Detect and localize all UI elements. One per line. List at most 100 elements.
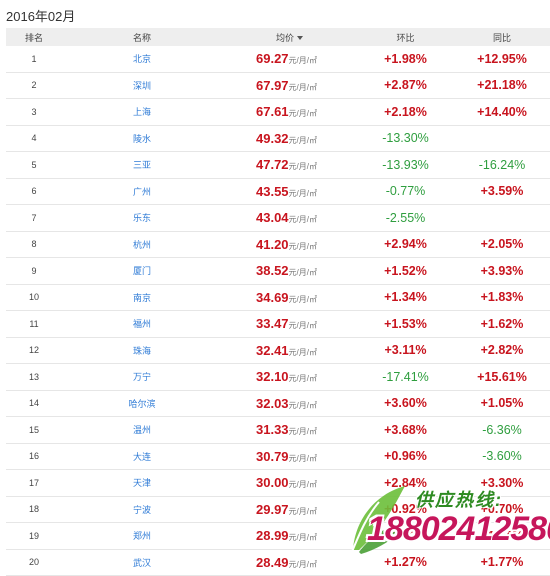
city-link[interactable]: 哈尔滨 xyxy=(128,398,156,409)
price-cell: 43.55元/月/㎡ xyxy=(222,178,357,205)
city-cell: 深圳 xyxy=(62,72,222,99)
table-row: 16 大连 30.79元/月/㎡ +0.96% -3.60% xyxy=(6,443,550,470)
city-link[interactable]: 深圳 xyxy=(132,80,151,91)
city-link[interactable]: 宁波 xyxy=(132,504,151,515)
mom-value: +1.98% xyxy=(384,51,427,66)
mom-cell: -17.41% xyxy=(357,363,454,391)
price-cell: 67.97元/月/㎡ xyxy=(222,72,357,99)
city-link[interactable]: 武汉 xyxy=(132,557,151,568)
rank-cell: 8 xyxy=(6,231,62,258)
price-unit: 元/月/㎡ xyxy=(288,533,317,543)
mom-cell: +2.87% xyxy=(357,72,454,99)
mom-value: +2.94% xyxy=(384,237,427,252)
mom-cell: +0.96% xyxy=(357,443,454,470)
mom-value: -2.55% xyxy=(385,210,426,225)
mom-cell: +3.11% xyxy=(357,337,454,364)
price-cell: 32.10元/月/㎡ xyxy=(222,363,357,391)
rank-cell: 6 xyxy=(6,178,62,205)
price-unit: 元/月/㎡ xyxy=(288,480,317,490)
table-row: 11 福州 33.47元/月/㎡ +1.53% +1.62% xyxy=(6,310,550,338)
rank-cell: 2 xyxy=(6,72,62,99)
city-cell: 大连 xyxy=(62,443,222,470)
city-link[interactable]: 福州 xyxy=(132,319,151,330)
price-cell: 43.04元/月/㎡ xyxy=(222,204,357,232)
yoy-cell: -3.60% xyxy=(454,443,550,470)
price-value: 32.03 xyxy=(256,395,289,411)
city-link[interactable]: 天津 xyxy=(132,478,151,489)
price-value: 28.49 xyxy=(256,554,289,570)
mom-cell: +2.18% xyxy=(357,98,454,126)
yoy-value: +14.40% xyxy=(477,104,527,119)
city-link[interactable]: 乐东 xyxy=(132,213,151,224)
city-link[interactable]: 三亚 xyxy=(132,160,151,171)
yoy-cell: +1.62% xyxy=(454,310,550,338)
price-cell: 32.41元/月/㎡ xyxy=(222,337,357,364)
price-unit: 元/月/㎡ xyxy=(288,374,317,384)
table-row: 4 陵水 49.32元/月/㎡ -13.30% xyxy=(6,125,550,152)
rank-cell: 5 xyxy=(6,151,62,179)
city-link[interactable]: 厦门 xyxy=(132,266,151,277)
table-row: 7 乐东 43.04元/月/㎡ -2.55% xyxy=(6,204,550,232)
yoy-value: +1.94% xyxy=(480,528,524,543)
yoy-value: +0.70% xyxy=(480,502,524,517)
mom-value: +2.84% xyxy=(384,475,427,490)
price-column-header[interactable]: 均价 xyxy=(222,28,357,46)
city-link[interactable]: 杭州 xyxy=(132,239,151,250)
price-header-label: 均价 xyxy=(275,32,294,43)
price-unit: 元/月/㎡ xyxy=(288,559,317,569)
price-unit: 元/月/㎡ xyxy=(288,135,317,145)
yoy-value: +2.82% xyxy=(480,343,524,358)
price-cell: 28.99元/月/㎡ xyxy=(222,522,357,550)
city-cell: 宁波 xyxy=(62,496,222,523)
price-unit: 元/月/㎡ xyxy=(288,347,317,357)
price-value: 43.04 xyxy=(256,210,289,226)
table-row: 1 北京 69.27元/月/㎡ +1.98% +12.95% xyxy=(6,46,550,73)
yoy-cell: +15.61% xyxy=(454,363,550,391)
price-cell: 69.27元/月/㎡ xyxy=(222,46,357,73)
table-row: 8 杭州 41.20元/月/㎡ +2.94% +2.05% xyxy=(6,231,550,258)
price-value: 31.33 xyxy=(256,422,289,438)
city-link[interactable]: 广州 xyxy=(132,186,151,197)
mom-value: +2.18% xyxy=(384,104,427,119)
table-row: 5 三亚 47.72元/月/㎡ -13.93% -16.24% xyxy=(6,151,550,179)
city-cell: 厦门 xyxy=(62,257,222,285)
price-unit: 元/月/㎡ xyxy=(288,241,317,251)
price-cell: 29.97元/月/㎡ xyxy=(222,496,357,523)
yoy-value: +3.59% xyxy=(480,184,524,199)
city-link[interactable]: 陵水 xyxy=(132,133,151,144)
rank-cell: 11 xyxy=(6,310,62,338)
table-row: 13 万宁 32.10元/月/㎡ -17.41% +15.61% xyxy=(6,363,550,391)
mom-value: +3.60% xyxy=(384,396,427,411)
price-unit: 元/月/㎡ xyxy=(288,294,317,304)
leaf-logo-icon xyxy=(350,486,411,555)
city-link[interactable]: 大连 xyxy=(132,451,151,462)
mom-cell: +1.52% xyxy=(357,257,454,285)
price-cell: 67.61元/月/㎡ xyxy=(222,98,357,126)
city-link[interactable]: 万宁 xyxy=(132,372,151,383)
mom-value: +3.68% xyxy=(384,422,427,437)
price-unit: 元/月/㎡ xyxy=(288,215,317,225)
price-value: 32.41 xyxy=(256,342,289,358)
city-link[interactable]: 南京 xyxy=(132,292,151,303)
yoy-cell: +1.83% xyxy=(454,284,550,311)
price-value: 49.32 xyxy=(256,130,289,146)
city-column-header: 名称 xyxy=(62,28,222,46)
city-link[interactable]: 郑州 xyxy=(132,531,151,542)
table-row: 17 天津 30.00元/月/㎡ +2.84% +3.30% xyxy=(6,469,550,497)
yoy-cell: -6.36% xyxy=(454,416,550,444)
city-link[interactable]: 上海 xyxy=(132,107,151,118)
city-cell: 陵水 xyxy=(62,125,222,152)
rank-cell: 20 xyxy=(6,549,62,576)
mom-cell: +1.34% xyxy=(357,284,454,311)
city-link[interactable]: 珠海 xyxy=(132,345,151,356)
rank-cell: 14 xyxy=(6,390,62,417)
rank-cell: 17 xyxy=(6,469,62,497)
city-cell: 上海 xyxy=(62,98,222,126)
rank-cell: 15 xyxy=(6,416,62,444)
rank-cell: 1 xyxy=(6,46,62,73)
price-unit: 元/月/㎡ xyxy=(288,109,317,119)
sort-desc-icon[interactable] xyxy=(297,36,303,41)
table-row: 19 郑州 28.99元/月/㎡ +3.52% +1.94% xyxy=(6,522,550,550)
city-link[interactable]: 温州 xyxy=(132,425,151,436)
city-link[interactable]: 北京 xyxy=(132,54,151,65)
